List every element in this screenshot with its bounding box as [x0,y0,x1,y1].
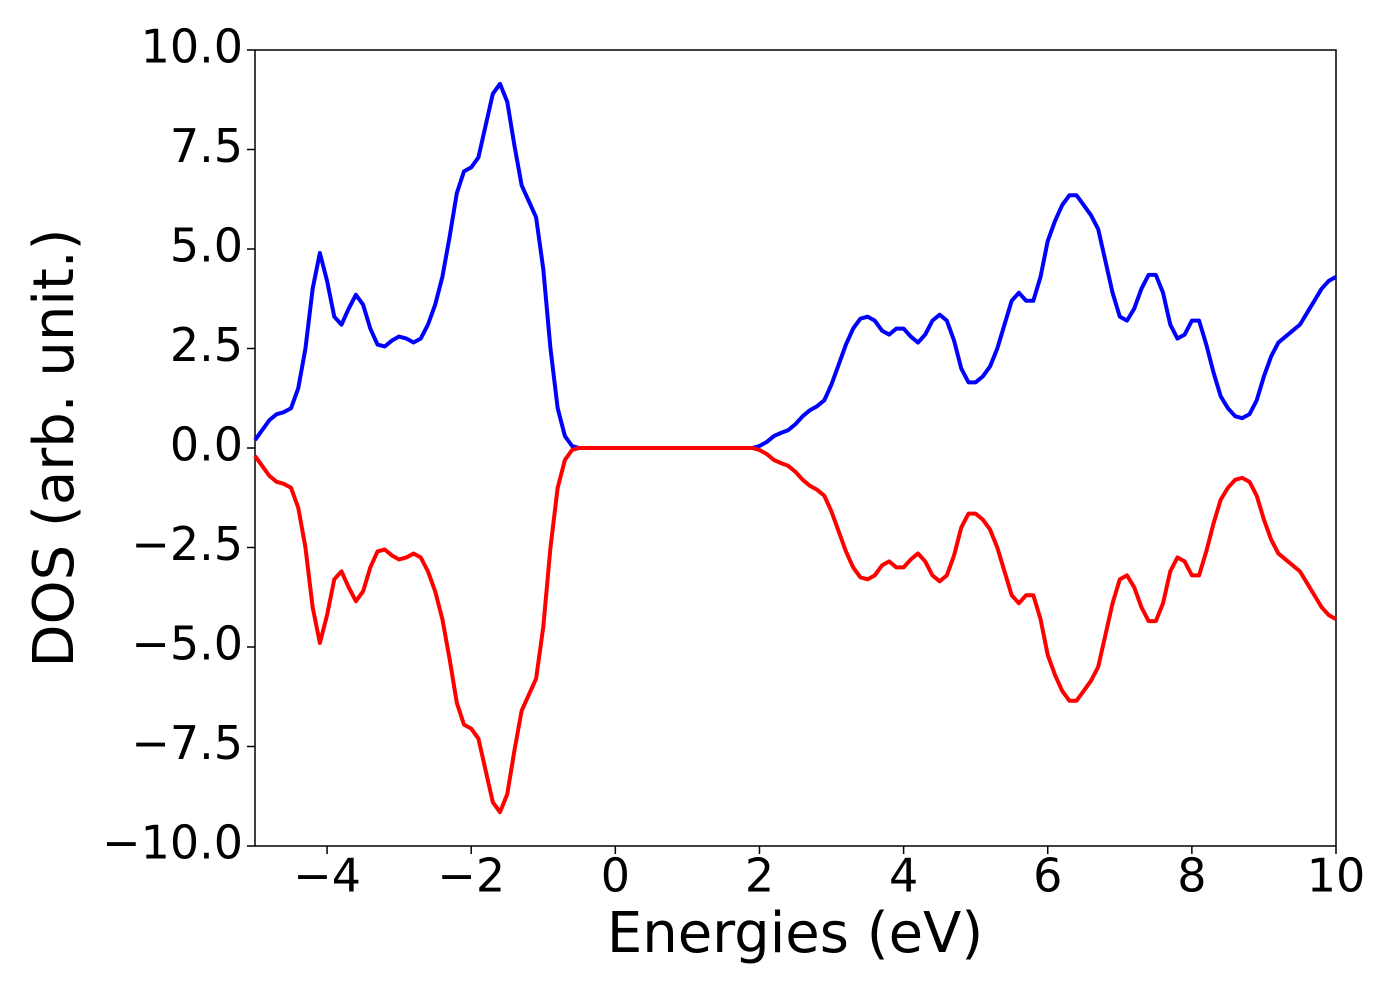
y-tick-label: −2.5 [131,517,243,571]
y-tick-label: −7.5 [131,716,243,770]
x-tick-label: −2 [437,849,505,903]
x-tick-label: −4 [293,849,361,903]
x-tick-label: 8 [1177,849,1206,903]
y-tick-label: 2.5 [170,318,243,372]
y-tick-label: −10.0 [102,816,243,870]
x-tick-label: 6 [1033,849,1062,903]
x-tick-label: 4 [889,849,918,903]
data-line [253,446,1337,815]
y-tick-label: 0.0 [170,418,243,472]
plot-frame [254,49,1337,847]
y-tick-label: 10.0 [141,20,243,74]
x-tick-label: 0 [601,849,630,903]
y-axis-label: DOS (arb. unit.) [22,228,87,667]
x-axis-label: Energies (eV) [607,901,983,966]
y-tick-label: 5.0 [170,219,243,273]
x-tick-label: 2 [745,849,774,903]
y-tick-label: 7.5 [170,119,243,173]
x-tick-label: 10 [1307,849,1366,903]
y-tick-label: −5.0 [131,617,243,671]
data-line [253,81,1337,450]
